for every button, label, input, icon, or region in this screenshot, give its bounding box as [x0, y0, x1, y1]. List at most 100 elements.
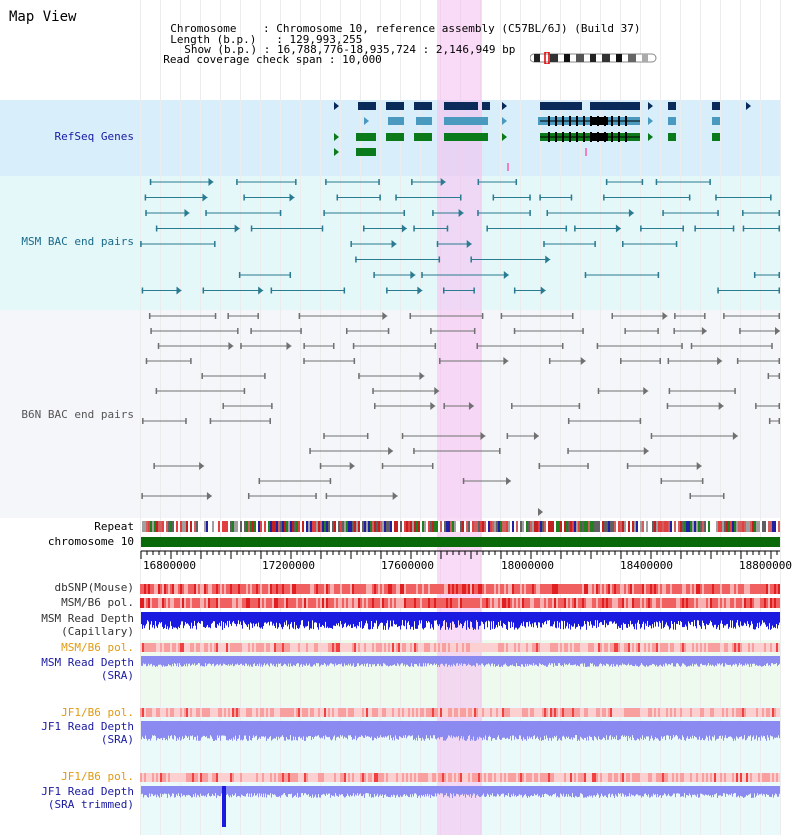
- repeat-element[interactable]: [188, 521, 190, 532]
- msm-depth-cap-bar[interactable]: [305, 612, 306, 627]
- repeat-element[interactable]: [176, 521, 178, 532]
- repeat-element[interactable]: [458, 521, 460, 532]
- msm-depth-sra-bar[interactable]: [279, 656, 280, 664]
- msm-depth-sra-bar[interactable]: [415, 656, 416, 665]
- jf1-depth-trim-bar[interactable]: [292, 786, 293, 798]
- repeat-element[interactable]: [684, 521, 686, 532]
- msm-depth-cap-bar[interactable]: [549, 612, 550, 621]
- msm-depth-sra-bar[interactable]: [219, 656, 220, 665]
- dbsnp-cell[interactable]: [400, 584, 402, 594]
- jf1-b6-pol-cell[interactable]: [228, 708, 230, 717]
- jf1-b6-pol-cell[interactable]: [272, 708, 274, 717]
- jf1-depth-sra-bar[interactable]: [759, 721, 760, 738]
- jf1-depth-sra-bar[interactable]: [202, 721, 203, 737]
- jf1-depth-trim-bar[interactable]: [477, 786, 478, 795]
- msm-b6-pol-sra-cell[interactable]: [186, 643, 188, 652]
- dbsnp-cell[interactable]: [680, 584, 682, 594]
- msm-bac-pair-arrow[interactable]: [234, 224, 240, 233]
- jf1-depth-sra-bar[interactable]: [234, 721, 235, 740]
- repeat-element[interactable]: [502, 521, 504, 532]
- msm-depth-sra-bar[interactable]: [551, 656, 552, 664]
- jf1-depth-sra-bar[interactable]: [563, 721, 564, 736]
- repeat-element[interactable]: [750, 521, 752, 532]
- msm-depth-cap-bar[interactable]: [192, 612, 193, 629]
- jf1-depth-sra-bar[interactable]: [373, 721, 374, 741]
- jf1-b6-pol-cell[interactable]: [488, 708, 490, 717]
- jf1-depth-sra-bar[interactable]: [256, 721, 257, 736]
- msm-depth-cap-bar[interactable]: [311, 612, 312, 629]
- msm-b6-pol-sra-cell[interactable]: [696, 643, 698, 652]
- jf1-depth-sra-bar[interactable]: [452, 721, 453, 739]
- msm-depth-sra-bar[interactable]: [418, 656, 419, 667]
- msm-b6-pol-cell[interactable]: [598, 598, 600, 608]
- msm-b6-pol-sra-cell[interactable]: [464, 643, 466, 652]
- jf1-b6-pol-cell[interactable]: [636, 708, 638, 717]
- msm-depth-sra-bar[interactable]: [186, 656, 187, 664]
- jf1-depth-sra-bar[interactable]: [567, 721, 568, 739]
- jf1-depth-sra-bar[interactable]: [169, 721, 170, 739]
- msm-depth-cap-bar[interactable]: [678, 612, 679, 622]
- msm-depth-sra-bar[interactable]: [299, 656, 300, 667]
- jf1-depth-sra-bar[interactable]: [663, 721, 664, 737]
- msm-b6-pol-sra-cell[interactable]: [554, 643, 556, 652]
- msm-depth-cap-bar[interactable]: [298, 612, 299, 629]
- msm-b6-pol-cell[interactable]: [648, 598, 650, 608]
- jf1-depth-sra-bar[interactable]: [735, 721, 736, 741]
- msm-bac-pair-end[interactable]: [323, 210, 325, 216]
- msm-bac-pair-end[interactable]: [325, 179, 327, 185]
- msm-depth-sra-bar[interactable]: [486, 656, 487, 665]
- msm-depth-sra-bar[interactable]: [565, 656, 566, 665]
- msm-depth-sra-bar[interactable]: [642, 656, 643, 665]
- jf1-depth-sra-bar[interactable]: [714, 721, 715, 736]
- msm-depth-cap-bar[interactable]: [447, 612, 448, 628]
- msm-depth-sra-bar[interactable]: [481, 656, 482, 664]
- msm-depth-cap-bar[interactable]: [379, 612, 380, 625]
- msm-depth-sra-bar[interactable]: [758, 656, 759, 667]
- msm-depth-cap-bar[interactable]: [289, 612, 290, 630]
- jf1-depth-trim-bar[interactable]: [390, 786, 391, 798]
- msm-depth-cap-bar[interactable]: [171, 612, 172, 626]
- msm-depth-sra-bar[interactable]: [408, 656, 409, 666]
- msm-b6-pol-cell[interactable]: [706, 598, 708, 608]
- msm-b6-pol-sra-cell[interactable]: [408, 643, 410, 652]
- jf1-depth-trim-bar[interactable]: [622, 786, 623, 794]
- msm-b6-pol-sra-cell[interactable]: [752, 643, 754, 652]
- b6n-bac-pair-end[interactable]: [690, 343, 693, 349]
- jf1-b6-pol-cell[interactable]: [648, 708, 650, 717]
- jf1-b6-pol-cell[interactable]: [624, 708, 626, 717]
- msm-depth-cap-bar[interactable]: [367, 612, 368, 624]
- jf1-b6-pol-cell[interactable]: [286, 708, 288, 717]
- jf1-depth-sra-bar[interactable]: [637, 721, 638, 739]
- jf1-b6-pol-trim-cell[interactable]: [330, 773, 332, 782]
- msm-b6-pol-sra-cell[interactable]: [148, 643, 150, 652]
- msm-depth-cap-bar[interactable]: [714, 612, 715, 625]
- msm-depth-cap-bar[interactable]: [694, 612, 695, 621]
- jf1-depth-trim-bar[interactable]: [677, 786, 678, 794]
- msm-depth-sra-bar[interactable]: [571, 656, 572, 665]
- msm-b6-pol-cell[interactable]: [300, 598, 302, 608]
- jf1-depth-trim-bar[interactable]: [377, 786, 378, 794]
- msm-depth-cap-bar[interactable]: [167, 612, 168, 627]
- jf1-depth-sra-bar[interactable]: [235, 721, 236, 736]
- jf1-b6-pol-cell[interactable]: [184, 708, 186, 717]
- jf1-b6-pol-trim-cell[interactable]: [186, 773, 188, 782]
- jf1-b6-pol-cell[interactable]: [356, 708, 358, 717]
- jf1-depth-sra-bar[interactable]: [577, 721, 578, 741]
- jf1-depth-sra-bar[interactable]: [695, 721, 696, 738]
- msm-depth-cap-bar[interactable]: [779, 612, 780, 623]
- msm-bac-pair-end[interactable]: [717, 210, 719, 216]
- jf1-depth-trim-bar[interactable]: [362, 786, 363, 797]
- msm-b6-pol-cell[interactable]: [326, 598, 328, 608]
- jf1-depth-sra-bar[interactable]: [502, 721, 503, 738]
- jf1-depth-sra-bar[interactable]: [177, 721, 178, 739]
- jf1-depth-sra-bar[interactable]: [209, 721, 210, 739]
- jf1-depth-trim-bar[interactable]: [575, 786, 576, 796]
- b6n-bac-pair-end[interactable]: [257, 313, 259, 319]
- msm-b6-pol-cell[interactable]: [594, 598, 596, 608]
- jf1-depth-sra-bar[interactable]: [770, 721, 771, 736]
- msm-depth-sra-bar[interactable]: [754, 656, 755, 664]
- jf1-b6-pol-cell[interactable]: [752, 708, 754, 717]
- refseq-gene-arrow[interactable]: [334, 148, 339, 156]
- jf1-depth-trim-bar[interactable]: [303, 786, 304, 796]
- b6n-bac-pair-arrow[interactable]: [392, 492, 398, 500]
